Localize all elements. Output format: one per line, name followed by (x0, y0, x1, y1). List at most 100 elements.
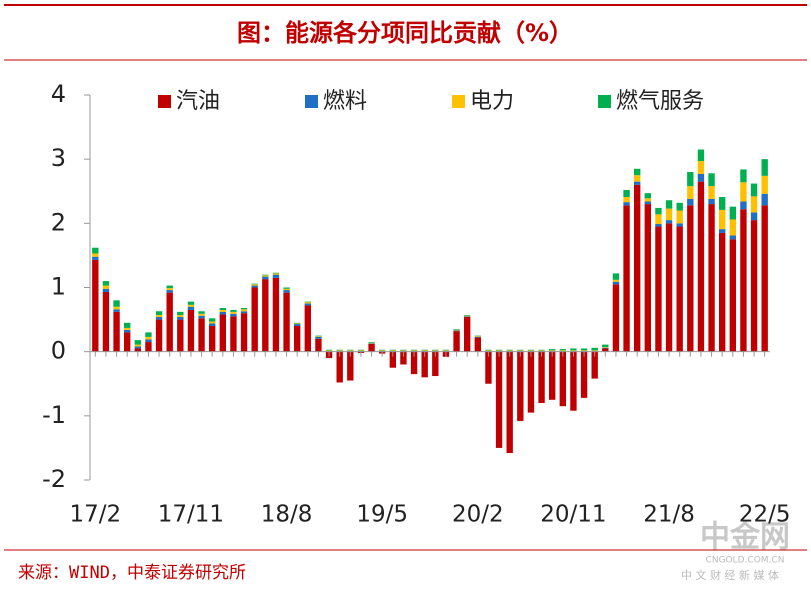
bar-segment (697, 181, 705, 352)
bar-segment (538, 351, 545, 403)
bar-segment (485, 351, 492, 384)
bar-segment (102, 291, 110, 352)
bar-segment (644, 201, 651, 205)
bar-segment (464, 317, 471, 352)
bar-segment (230, 316, 237, 352)
bar-segment (570, 350, 577, 352)
y-tick-label: 3 (51, 144, 66, 172)
bar-segment (634, 181, 641, 185)
x-tick-label: 18/8 (261, 502, 313, 528)
bar-segment (155, 317, 163, 320)
bar-segment (325, 350, 333, 352)
bar-segment (602, 344, 609, 348)
bar-segment (527, 351, 535, 413)
bar-segment (665, 223, 673, 352)
bar-segment (379, 350, 386, 352)
bar-segment (92, 247, 99, 254)
bar-segment (166, 290, 173, 293)
bar-segment (251, 284, 258, 286)
bar-segment (187, 301, 195, 305)
bar-segment (92, 253, 99, 257)
bar-segment (665, 220, 673, 224)
bar-segment (368, 342, 375, 343)
bar-segment (357, 349, 365, 351)
bar-segment (230, 311, 237, 314)
bar-segment (294, 326, 301, 352)
bar-segment (665, 200, 673, 209)
bar-segment (442, 350, 450, 352)
legend-label: 电力 (470, 89, 514, 114)
bar-segment (761, 175, 768, 194)
y-tick-label: -1 (42, 401, 66, 429)
bar-segment (283, 288, 290, 291)
bar-segment (240, 309, 248, 312)
bar-segment (612, 273, 620, 280)
bar-segment (538, 350, 545, 352)
bar-segment (697, 149, 705, 162)
bar-segment (676, 226, 683, 352)
bar-segment (474, 337, 481, 352)
bar-segment (262, 276, 269, 280)
watermark: CNGOLD.COM.CN (706, 556, 785, 566)
bar-segment (729, 239, 736, 352)
bar-segment (453, 330, 460, 332)
bar-segment (177, 315, 184, 318)
bar-segment (134, 340, 141, 345)
bar-segment (750, 183, 758, 197)
bar-segment (655, 207, 662, 215)
bar-segment (262, 279, 269, 352)
bar-segment (272, 277, 280, 352)
bar-segment (591, 350, 598, 352)
watermark: 中 文 财 经 新 媒 体 (681, 568, 779, 582)
bar-segment (410, 351, 418, 375)
bar-segment (251, 283, 258, 285)
bar-segment (655, 223, 662, 227)
x-tick-label: 21/8 (643, 502, 695, 528)
bar-segment (145, 336, 152, 340)
bar-segment (304, 305, 311, 352)
bar-segment (315, 338, 322, 352)
bar-segment (187, 306, 195, 310)
bar-segment (240, 311, 248, 314)
bar-segment (591, 347, 598, 351)
bar-segment (145, 342, 152, 352)
bar-segment (750, 220, 758, 352)
x-tick-label: 17/11 (158, 502, 224, 528)
bar-segment (315, 336, 322, 339)
bar-segment (421, 349, 428, 351)
bar-segment (187, 309, 195, 352)
bar-segment (644, 198, 651, 202)
y-tick-label: 0 (51, 337, 66, 365)
x-tick-label: 17/2 (69, 502, 121, 528)
source: 来源：WIND，中泰证券研究所 (18, 563, 246, 583)
bar-segment (347, 350, 354, 352)
bar-segment (336, 351, 343, 383)
x-tick-label: 19/5 (356, 502, 408, 528)
bar-segment (304, 303, 311, 306)
bar-segment (453, 331, 460, 352)
bar-segment (517, 349, 524, 351)
bar-segment (634, 184, 641, 352)
bar-segment (719, 209, 726, 230)
y-tick-label: 2 (51, 208, 66, 236)
bar-segment (612, 284, 620, 352)
bar-segment (198, 311, 205, 314)
bar-segment (389, 349, 396, 351)
bar-segment (506, 351, 513, 454)
bar-segment (729, 235, 736, 240)
bar-segment (602, 347, 609, 348)
bar-segment (623, 205, 630, 352)
bar-segment (517, 351, 524, 421)
bar-segment (761, 193, 768, 206)
bar-segment (325, 349, 333, 351)
bar-segment (389, 351, 396, 368)
bar-segment (400, 350, 407, 352)
bar-segment (687, 205, 694, 352)
bar-segment (464, 315, 471, 316)
bar-segment (485, 350, 492, 352)
bar-segment (262, 274, 269, 276)
bar-segment (495, 349, 503, 351)
bar-segment (230, 309, 237, 312)
bar-segment (92, 256, 99, 260)
